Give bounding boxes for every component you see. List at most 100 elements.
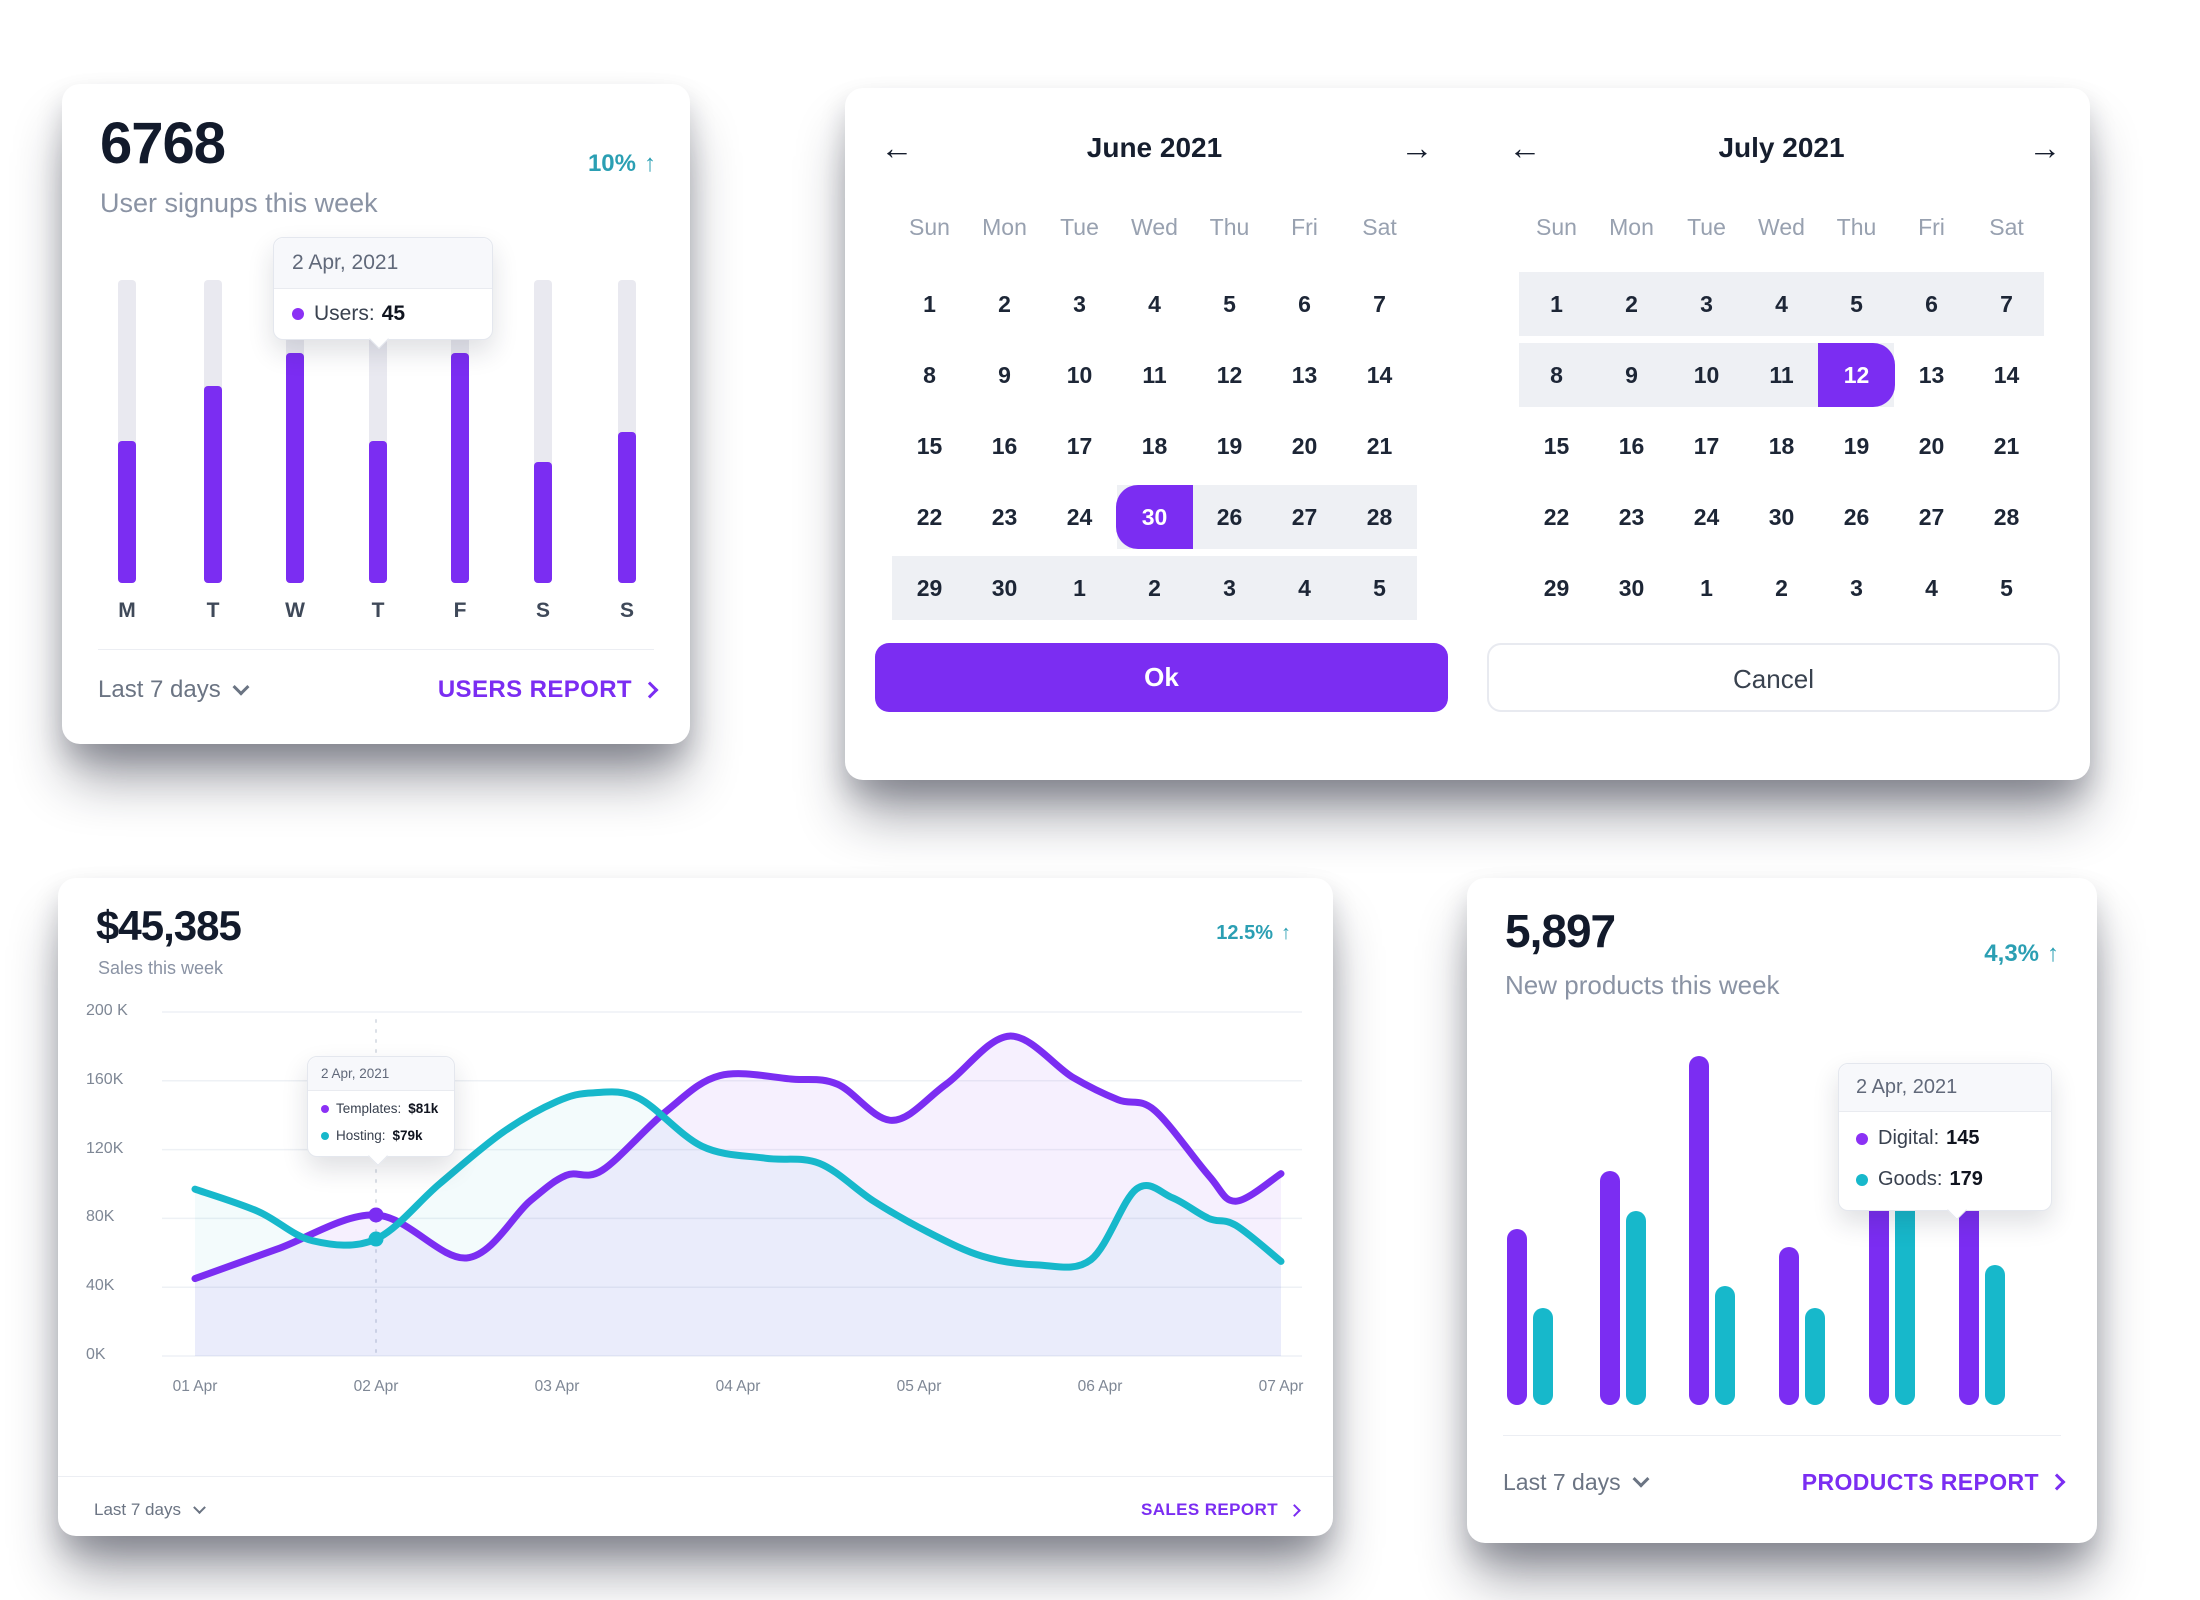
calendar-day[interactable]: 19 xyxy=(1843,433,1870,459)
calendar-day[interactable]: 24 xyxy=(1693,504,1720,530)
calendar-day[interactable]: 29 xyxy=(1543,575,1570,601)
calendar-day[interactable]: 9 xyxy=(998,362,1011,388)
calendar-day[interactable]: 22 xyxy=(1543,504,1570,530)
bar-users-1[interactable] xyxy=(204,386,222,583)
cancel-button[interactable]: Cancel xyxy=(1487,643,2060,712)
calendar-day[interactable]: 6 xyxy=(1298,291,1311,317)
calendar-day[interactable]: 30 xyxy=(991,575,1018,601)
prev-month-arrow-icon[interactable]: ← xyxy=(1508,129,1542,166)
range-selector[interactable]: Last 7 days xyxy=(98,676,250,704)
calendar-day[interactable]: 9 xyxy=(1625,362,1638,388)
calendar-day[interactable]: 23 xyxy=(991,504,1018,530)
bar-users-2[interactable] xyxy=(286,352,304,583)
bar-goods-5[interactable] xyxy=(1985,1264,2005,1405)
bar-users-5[interactable] xyxy=(534,461,552,583)
bar-digital-3[interactable] xyxy=(1779,1246,1799,1405)
calendar-day[interactable]: 30 xyxy=(1768,504,1795,530)
next-month-arrow-icon[interactable]: → xyxy=(2028,129,2062,166)
calendar-day[interactable]: 5 xyxy=(1373,575,1386,601)
calendar-day[interactable]: 14 xyxy=(1366,362,1393,388)
bar-goods-3[interactable] xyxy=(1805,1307,1825,1405)
calendar-day[interactable]: 14 xyxy=(1993,362,2020,388)
bar-digital-5[interactable] xyxy=(1959,1196,1979,1405)
bar-users-3[interactable] xyxy=(369,440,387,583)
calendar-day[interactable]: 4 xyxy=(1298,575,1311,601)
calendar-day[interactable]: 16 xyxy=(1618,433,1645,459)
calendar-day[interactable]: 26 xyxy=(1216,504,1243,530)
calendar-day[interactable]: 3 xyxy=(1073,291,1086,317)
calendar-day[interactable]: 24 xyxy=(1066,504,1093,530)
calendar-day[interactable]: 11 xyxy=(1142,362,1167,388)
calendar-day[interactable]: 13 xyxy=(1918,362,1945,388)
bar-digital-0[interactable] xyxy=(1507,1228,1527,1405)
calendar-day[interactable]: 10 xyxy=(1693,362,1720,388)
products-report-link[interactable]: PRODUCTS REPORT xyxy=(1802,1469,2066,1496)
calendar-day[interactable]: 20 xyxy=(1291,433,1318,459)
range-selector[interactable]: Last 7 days xyxy=(94,1500,206,1520)
calendar-day[interactable]: 28 xyxy=(1993,504,2020,530)
ok-button[interactable]: Ok xyxy=(875,643,1448,712)
calendar-day[interactable]: 7 xyxy=(2000,291,2013,317)
calendar-day[interactable]: 21 xyxy=(1366,433,1393,459)
calendar-day[interactable]: 5 xyxy=(1850,291,1863,317)
bar-digital-4[interactable] xyxy=(1869,1192,1889,1405)
calendar-day[interactable]: 22 xyxy=(916,504,943,530)
calendar-day[interactable]: 1 xyxy=(1073,575,1086,601)
next-month-arrow-icon[interactable]: → xyxy=(1400,129,1434,166)
calendar-day[interactable]: 2 xyxy=(1148,575,1161,601)
calendar-day[interactable]: 27 xyxy=(1291,504,1318,530)
users-report-link[interactable]: USERS REPORT xyxy=(438,676,659,704)
calendar-day[interactable]: 21 xyxy=(1993,433,2020,459)
calendar-day[interactable]: 28 xyxy=(1366,504,1393,530)
calendar-day[interactable]: 4 xyxy=(1775,291,1788,317)
bar-users-0[interactable] xyxy=(118,440,136,583)
calendar-day[interactable]: 8 xyxy=(923,362,936,388)
calendar-day[interactable]: 20 xyxy=(1918,433,1945,459)
bar-users-4[interactable] xyxy=(451,352,469,583)
calendar-day[interactable]: 15 xyxy=(916,433,943,459)
calendar-day[interactable]: 12 xyxy=(1216,362,1243,388)
calendar-day[interactable]: 7 xyxy=(1373,291,1386,317)
bar-goods-0[interactable] xyxy=(1533,1307,1553,1405)
calendar-day[interactable]: 4 xyxy=(1148,291,1161,317)
sales-report-link[interactable]: SALES REPORT xyxy=(1141,1500,1301,1520)
bar-digital-1[interactable] xyxy=(1600,1171,1620,1405)
calendar-day[interactable]: 30 xyxy=(1141,504,1168,530)
calendar-day[interactable]: 15 xyxy=(1543,433,1570,459)
range-selector[interactable]: Last 7 days xyxy=(1503,1469,1650,1496)
calendar-day[interactable]: 27 xyxy=(1918,504,1945,530)
calendar-day[interactable]: 11 xyxy=(1769,362,1794,388)
calendar-day[interactable]: 29 xyxy=(916,575,943,601)
calendar-day[interactable]: 16 xyxy=(991,433,1018,459)
bar-goods-1[interactable] xyxy=(1626,1210,1646,1405)
calendar-day[interactable]: 3 xyxy=(1223,575,1236,601)
calendar-day[interactable]: 17 xyxy=(1066,433,1093,459)
calendar-day[interactable]: 4 xyxy=(1925,575,1938,601)
calendar-day[interactable]: 2 xyxy=(1775,575,1788,601)
prev-month-arrow-icon[interactable]: ← xyxy=(880,129,914,166)
calendar-day[interactable]: 10 xyxy=(1066,362,1093,388)
calendar-day[interactable]: 8 xyxy=(1550,362,1563,388)
calendar-day[interactable]: 5 xyxy=(1223,291,1236,317)
bar-users-6[interactable] xyxy=(618,431,636,583)
calendar-day[interactable]: 3 xyxy=(1850,575,1863,601)
bar-goods-2[interactable] xyxy=(1715,1286,1735,1405)
calendar-day[interactable]: 19 xyxy=(1216,433,1243,459)
calendar-day[interactable]: 2 xyxy=(1625,291,1638,317)
calendar-day[interactable]: 6 xyxy=(1925,291,1938,317)
calendar-day[interactable]: 13 xyxy=(1291,362,1318,388)
calendar-day[interactable]: 1 xyxy=(923,291,936,317)
calendar-day[interactable]: 17 xyxy=(1693,433,1720,459)
bar-goods-4[interactable] xyxy=(1895,1199,1915,1405)
calendar-day[interactable]: 30 xyxy=(1618,575,1645,601)
calendar-day[interactable]: 3 xyxy=(1700,291,1713,317)
calendar-day[interactable]: 5 xyxy=(2000,575,2013,601)
calendar-day[interactable]: 18 xyxy=(1768,433,1795,459)
calendar-day[interactable]: 23 xyxy=(1618,504,1645,530)
calendar-day[interactable]: 18 xyxy=(1141,433,1168,459)
calendar-day[interactable]: 1 xyxy=(1700,575,1713,601)
calendar-day[interactable]: 1 xyxy=(1550,291,1563,317)
calendar-day[interactable]: 2 xyxy=(998,291,1011,317)
calendar-day[interactable]: 26 xyxy=(1843,504,1870,530)
bar-digital-2[interactable] xyxy=(1689,1055,1709,1405)
